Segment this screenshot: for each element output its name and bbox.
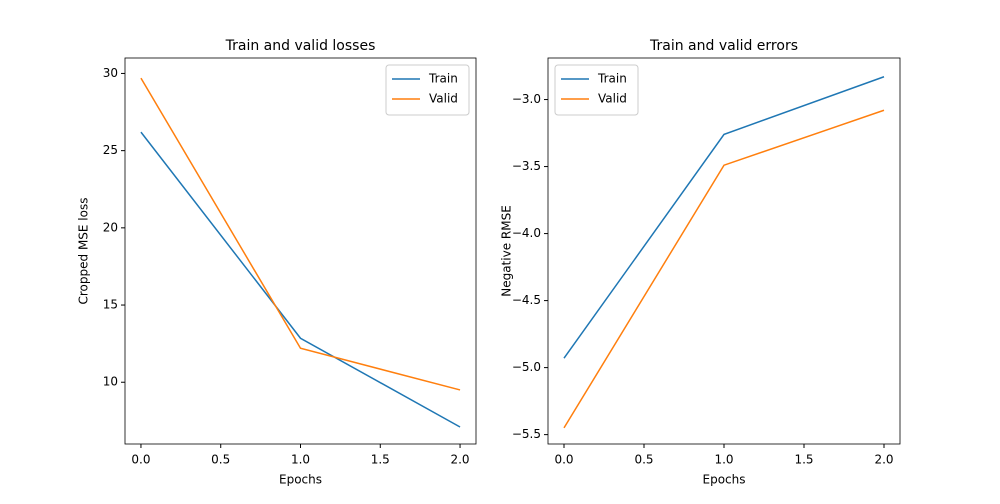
y-tick-label: −5.0	[512, 360, 541, 374]
x-tick-label: 1.5	[794, 453, 813, 467]
chart-title: Train and valid losses	[225, 38, 376, 54]
x-tick-label: 1.0	[714, 453, 733, 467]
y-tick-label: 20	[103, 220, 118, 234]
y-tick-label: 30	[103, 66, 118, 80]
legend-label: Valid	[429, 92, 458, 106]
x-tick-label: 1.0	[291, 453, 310, 467]
axes-frame	[124, 57, 477, 445]
legend-label: Valid	[598, 92, 627, 106]
y-tick-label: 25	[103, 143, 118, 157]
x-tick-label: 0.0	[554, 453, 573, 467]
x-tick-label: 0.5	[211, 453, 230, 467]
axes-frame	[547, 57, 901, 445]
x-tick-label: 0.0	[131, 453, 150, 467]
line	[563, 109, 885, 429]
y-tick-label: 15	[103, 298, 118, 312]
chart-title: Train and valid errors	[649, 38, 798, 54]
legend-label: Train	[597, 72, 627, 86]
legend-box	[385, 64, 470, 116]
line	[563, 76, 885, 359]
legend-box	[554, 64, 639, 116]
x-tick-label: 0.5	[634, 453, 653, 467]
y-tick-label: −4.0	[512, 226, 541, 240]
y-axis-label: Cropped MSE loss	[77, 198, 91, 305]
y-tick-label: −4.5	[512, 293, 541, 307]
line	[140, 131, 461, 428]
x-tick-label: 2.0	[874, 453, 893, 467]
x-tick-label: 2.0	[450, 453, 469, 467]
x-axis-label: Epochs	[279, 473, 322, 487]
y-tick-label: −3.0	[512, 92, 541, 106]
y-tick-label: −5.5	[512, 427, 541, 441]
line	[140, 77, 461, 391]
y-axis-label: Negative RMSE	[500, 205, 514, 297]
y-tick-label: 10	[103, 375, 118, 389]
y-tick-label: −3.5	[512, 159, 541, 173]
x-tick-label: 1.5	[371, 453, 390, 467]
x-axis-label: Epochs	[703, 473, 746, 487]
legend-label: Train	[428, 72, 458, 86]
